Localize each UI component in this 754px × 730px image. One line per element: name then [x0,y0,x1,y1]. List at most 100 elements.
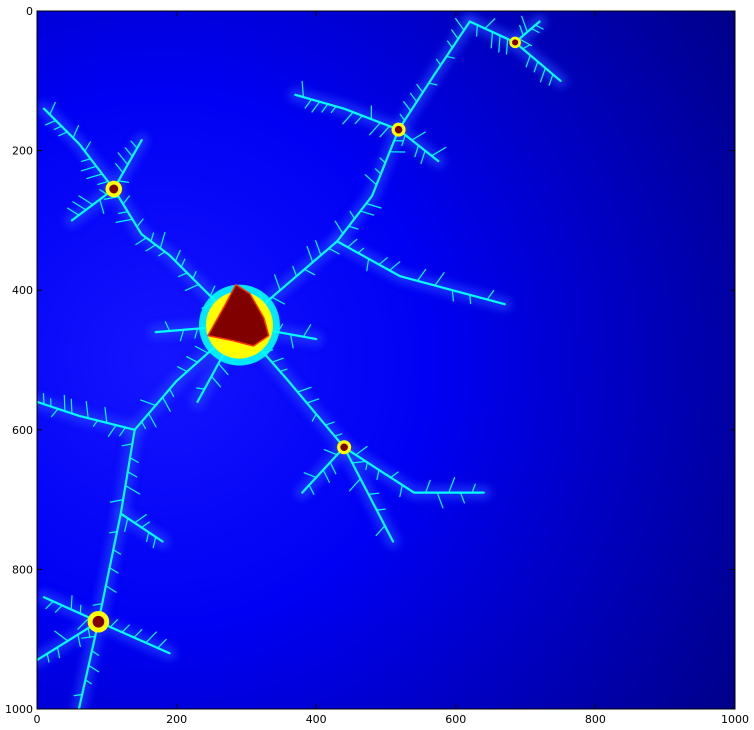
filament-spike [84,679,92,685]
filament-spike [364,174,378,186]
filament-spike [484,18,496,29]
filament-spike [329,461,337,475]
filament-spike [431,146,447,157]
x-tick-label: 200 [166,713,187,726]
filament-spike [114,163,124,174]
filament-spike [50,408,59,418]
filament-spike [134,513,147,524]
filament-spike [72,124,80,139]
filament-spike [348,478,361,492]
filament-spike [56,646,61,659]
filament-spike [105,585,117,593]
filament-spike [140,399,157,406]
filament-spike [141,421,146,430]
filament-spike [351,460,367,464]
filament-spike [92,419,99,427]
sub-core [394,125,403,134]
filament-spike [390,471,399,479]
filament-spike [403,100,412,112]
filament-spike [124,517,129,533]
filament-spike [146,531,150,543]
filament-spike [79,604,82,615]
filament-spike [135,237,147,246]
filament-spike [117,180,130,183]
y-tick-label: 400 [12,284,33,297]
filament-branch [238,20,471,327]
filament-spike [330,105,337,114]
filament-spike [70,595,73,611]
filament-spike [306,398,320,404]
filament-spike [451,29,459,40]
filament-spike [328,247,340,255]
filament-spike [63,394,66,412]
filament-spike [374,168,382,175]
filament-spike [81,635,96,639]
filament-spike [306,246,314,263]
filament-spike [486,289,495,301]
filament-spike [54,630,69,642]
filament-spike [315,240,322,256]
filament-spike [77,617,90,630]
plot-frame [36,10,736,710]
filament-spike [322,469,330,483]
filament-spike [108,567,119,574]
filament-spike [124,485,141,495]
filament-spike [148,412,157,428]
heatmap-background [37,11,735,709]
filament-spike [459,492,465,504]
filament-spike [145,244,157,252]
filament-spike [368,492,380,495]
filament-spike [130,140,138,149]
filament-spike [112,548,122,555]
filament-spike [119,426,127,437]
filament-spike [122,195,130,205]
filament-spike [179,329,185,342]
filament-spike [145,631,157,644]
filament-spike [196,387,206,390]
filament-spike [150,232,155,242]
filament-spike [334,220,344,235]
filament-spike [297,386,312,393]
filament-spike [152,536,157,549]
filament-spike [348,225,359,230]
filament-spike [67,207,80,216]
filament-spike [505,38,509,55]
filament-spike [304,98,313,109]
filament-spike [359,210,375,216]
filament-spike [448,476,456,494]
sub-core [512,39,519,46]
y-axis: 0 200 400 600 800 1000 [5,5,735,716]
filament-spike [86,173,103,180]
filament-spike [192,270,197,280]
y-tick-label: 0 [26,5,33,18]
filament-spike [121,624,130,633]
y-tick-label: 200 [12,145,33,158]
y-tick-label: 800 [12,563,33,576]
filament-spike [80,158,92,162]
filament-spike [447,40,453,49]
filament-spike [530,27,540,34]
filament-spike [416,268,427,282]
filament-spike [409,92,418,103]
filament-spike [365,461,368,471]
filament-spike [311,101,321,113]
filament-spike [469,294,472,305]
filament-spike [522,44,531,50]
filament-spike [401,134,406,147]
filament-spike [124,147,133,157]
y-tick-label: 600 [12,424,33,437]
filament-spike [533,60,539,73]
filament-spike [45,600,54,610]
fractal-image [37,14,568,709]
filament-spike [311,413,317,422]
filament-spike [78,195,94,206]
filament-spike [279,368,288,373]
filament-spike [184,283,200,291]
filament-spike [127,471,138,478]
filament-spike [428,82,438,86]
filament-spike [129,457,139,463]
filament-spike [84,141,92,152]
filament-spike [376,508,386,511]
filament-spike [376,469,380,480]
